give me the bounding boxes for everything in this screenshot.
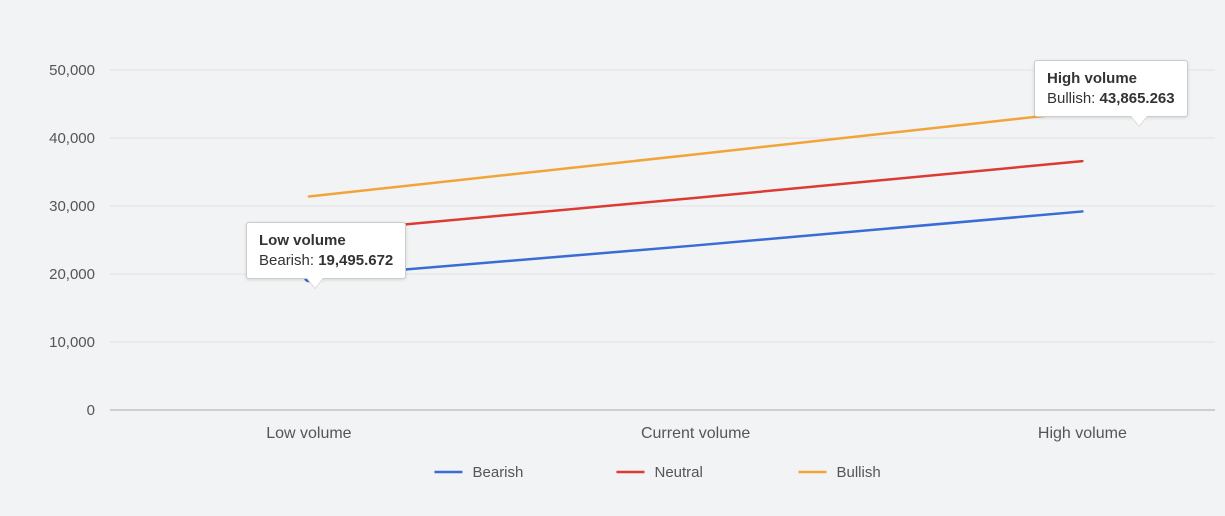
tooltip-title: Low volume <box>259 231 393 251</box>
x-tick-label: High volume <box>1038 425 1127 442</box>
tooltip-low-volume: Low volume Bearish: 19,495.672 <box>246 222 406 279</box>
tooltip-high-volume: High volume Bullish: 43,865.263 <box>1034 60 1188 117</box>
tooltip-title: High volume <box>1047 69 1175 89</box>
tooltip-value: 19,495.672 <box>318 252 393 269</box>
tooltip-body: Bearish: 19,495.672 <box>259 251 393 271</box>
tooltip-value: 43,865.263 <box>1100 90 1175 107</box>
tooltip-series-label: Bullish: <box>1047 90 1100 107</box>
legend-label-bullish: Bullish <box>837 464 881 481</box>
line-chart: 0 10,000 20,000 30,000 40,000 50,000 Low volum… <box>0 0 1225 516</box>
legend-label-bearish: Bearish <box>473 464 524 481</box>
tooltip-body: Bullish: 43,865.263 <box>1047 89 1175 109</box>
x-tick-label: Current volume <box>641 425 750 442</box>
y-tick-label: 50,000 <box>49 62 95 79</box>
y-tick-label: 30,000 <box>49 198 95 215</box>
y-tick-label: 20,000 <box>49 266 95 283</box>
tooltip-series-label: Bearish: <box>259 252 318 269</box>
y-tick-label: 40,000 <box>49 130 95 147</box>
series-bullish <box>309 112 1083 197</box>
y-tick-label: 0 <box>87 402 95 419</box>
legend-label-neutral: Neutral <box>655 464 703 481</box>
y-tick-label: 10,000 <box>49 334 95 351</box>
x-tick-label: Low volume <box>266 425 351 442</box>
